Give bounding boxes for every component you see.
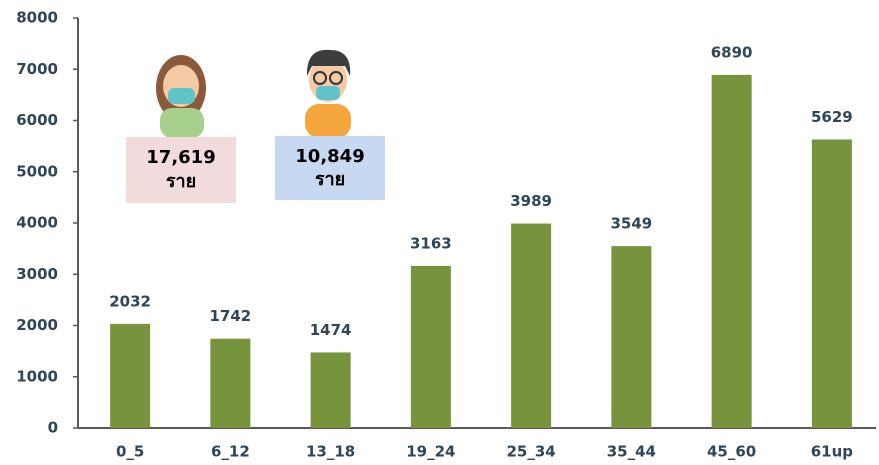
- y-tick-label: 3000: [16, 265, 58, 283]
- x-tick-label: 35_44: [607, 443, 656, 461]
- chart: 17,619 ราย 10,849 ราย 0 1000 2000 3000 4000 5…: [0, 0, 879, 465]
- bar: [311, 352, 351, 428]
- x-tick-label: 13_18: [306, 443, 355, 461]
- x-tick-label: 45_60: [707, 443, 756, 461]
- y-tick-label: 1000: [16, 367, 58, 385]
- male-icon: [305, 50, 351, 138]
- y-tick-label: 6000: [16, 111, 58, 129]
- y-tick-label: 2000: [16, 316, 58, 334]
- bar: [812, 140, 852, 428]
- value-label: 3549: [611, 215, 653, 233]
- x-tick-label: 25_34: [507, 443, 556, 461]
- annotation-unit: ราย: [166, 171, 196, 192]
- x-tick-label: 6_12: [211, 443, 250, 461]
- bar: [411, 266, 451, 428]
- x-tick-label: 61up: [811, 443, 854, 461]
- value-label: 3989: [510, 192, 552, 210]
- value-label: 1742: [210, 307, 252, 325]
- x-tick-label: 19_24: [406, 443, 455, 461]
- bar: [110, 324, 150, 428]
- bar: [611, 246, 651, 428]
- y-tick-label: 7000: [16, 60, 58, 78]
- y-tick-label: 4000: [16, 214, 58, 232]
- bar: [210, 339, 250, 428]
- bar: [712, 75, 752, 428]
- value-label: 1474: [310, 321, 352, 339]
- value-label: 3163: [410, 234, 452, 252]
- annotation-value: 17,619: [146, 147, 215, 168]
- female-icon: [156, 55, 206, 138]
- y-tick-label: 5000: [16, 162, 58, 180]
- bar: [511, 224, 551, 428]
- y-tick-label: 0: [48, 419, 58, 437]
- annotation-value: 10,849: [295, 146, 364, 167]
- value-label: 2032: [109, 292, 151, 310]
- y-tick-label: 8000: [16, 9, 58, 27]
- x-tick-label: 0_5: [116, 443, 144, 461]
- value-label: 5629: [811, 108, 853, 126]
- value-label: 6890: [711, 43, 753, 61]
- annotation-unit: ราย: [315, 169, 345, 190]
